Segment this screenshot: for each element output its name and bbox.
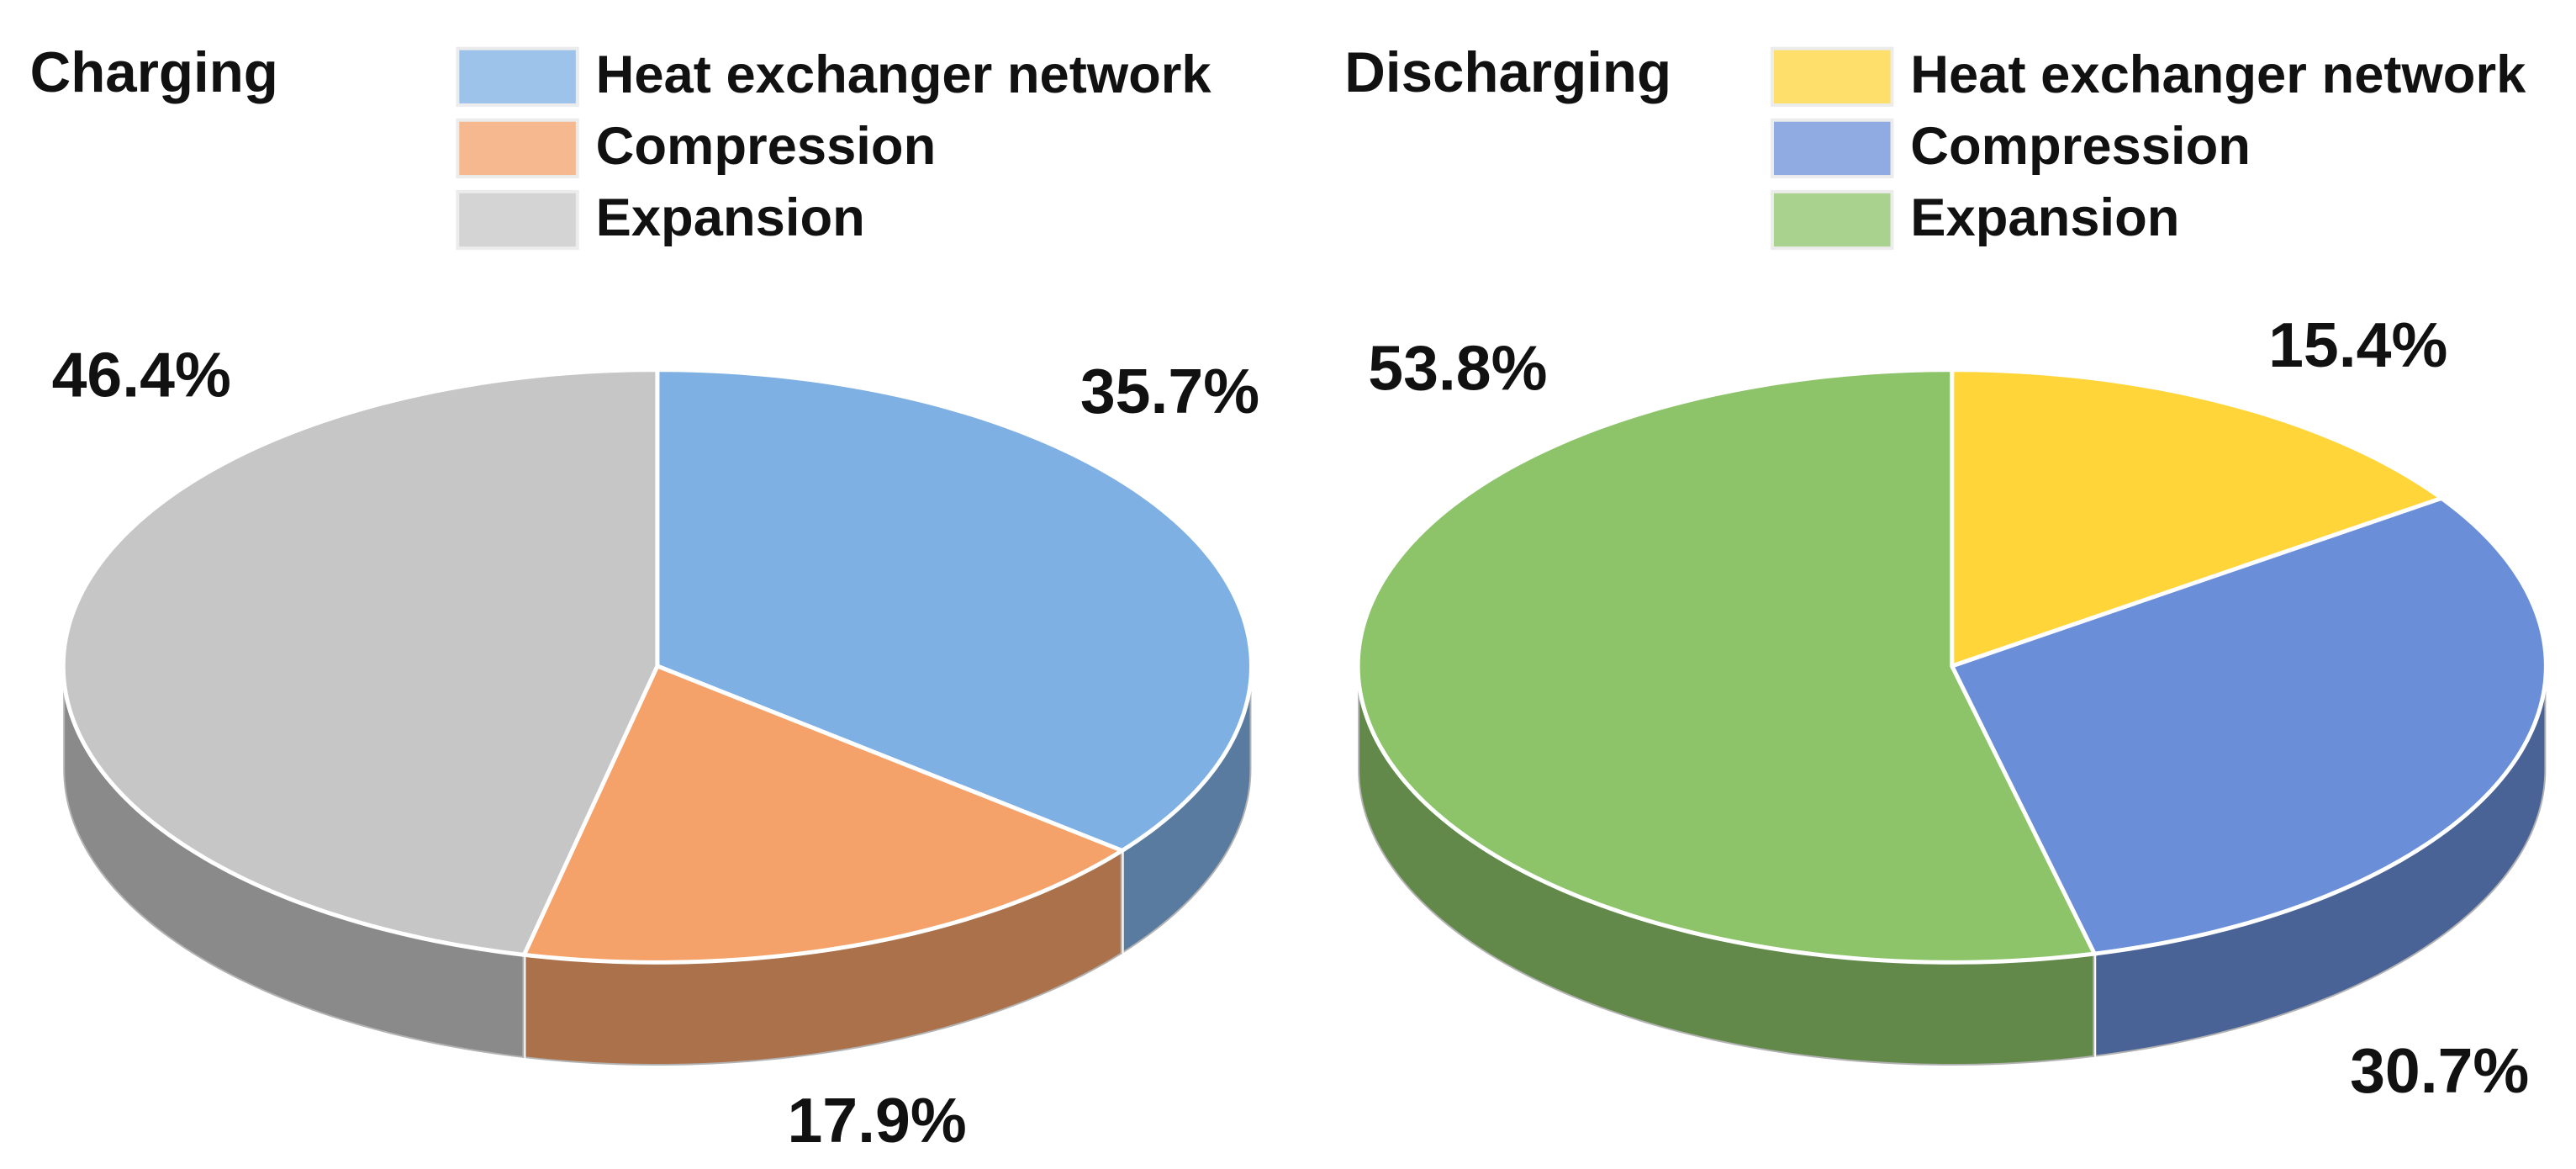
legend-label: Heat exchanger network xyxy=(1910,45,2526,104)
legend-swatch xyxy=(456,189,579,251)
legend-swatch xyxy=(1771,189,1894,251)
slice-side-shade xyxy=(63,665,525,1059)
data-label: 30.7% xyxy=(2350,1035,2529,1106)
legend-swatch xyxy=(1771,118,1894,179)
data-label: 53.8% xyxy=(1368,333,1547,404)
chart-title: Charging xyxy=(30,41,278,104)
data-label: 46.4% xyxy=(52,339,231,410)
slice-side-shade xyxy=(1358,665,2095,1066)
slice xyxy=(655,368,1254,854)
legend-label: Compression xyxy=(1910,117,2251,176)
data-label: 35.7% xyxy=(1080,356,1259,426)
slice xyxy=(1949,495,2548,956)
legend-label: Compression xyxy=(596,117,937,176)
slice xyxy=(1355,368,2098,965)
chart-title: Discharging xyxy=(1344,41,1671,104)
data-label: 15.4% xyxy=(2268,309,2447,380)
legend-swatch xyxy=(456,118,579,179)
slice-side-shade xyxy=(524,850,1122,1066)
legend-swatch xyxy=(1771,46,1894,107)
slice xyxy=(1950,368,2447,669)
legend-label: Expansion xyxy=(596,188,865,247)
slice xyxy=(520,663,1127,965)
legend-swatch xyxy=(456,46,579,107)
legend-label: Heat exchanger network xyxy=(596,45,1212,104)
slice-side-shade xyxy=(2094,665,2547,1057)
data-label: 17.9% xyxy=(787,1085,966,1156)
legend-label: Expansion xyxy=(1910,188,2179,247)
slice xyxy=(61,368,660,958)
slice-side-shade xyxy=(1122,665,1252,955)
